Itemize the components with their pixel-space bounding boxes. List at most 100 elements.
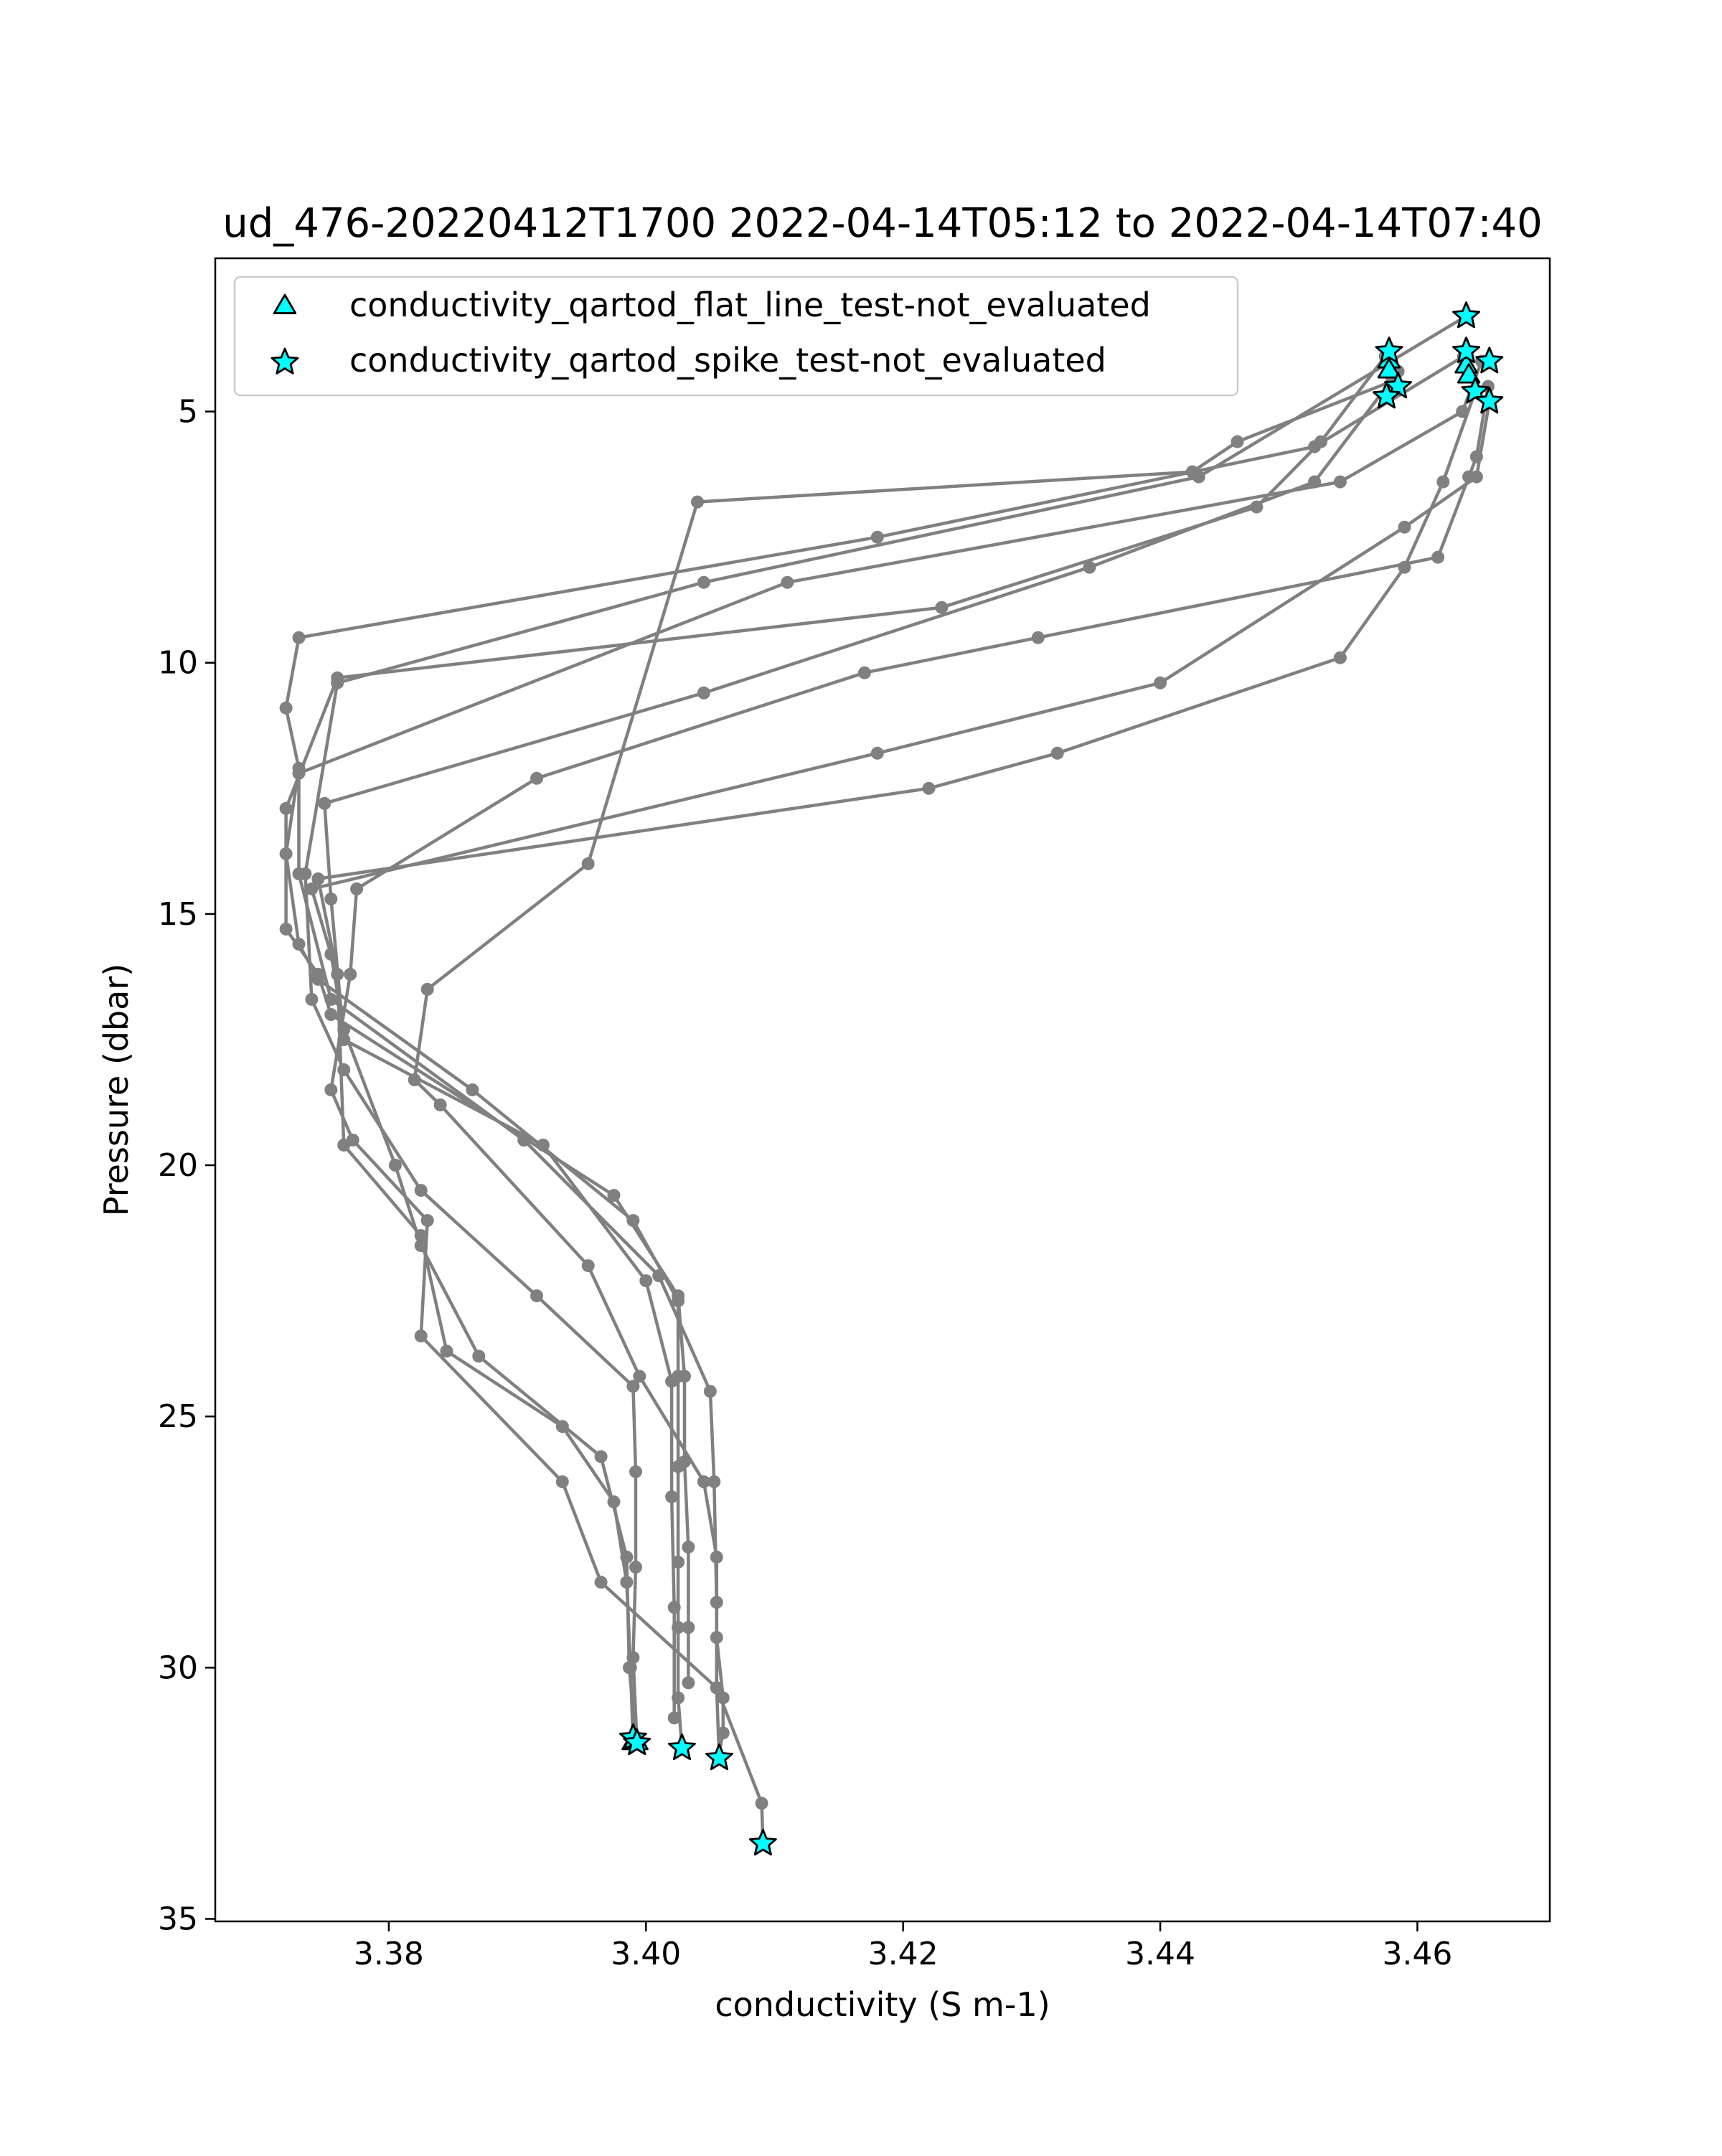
legend-star-marker [270, 347, 299, 375]
chart-title: ud_476-20220412T1700 2022-04-14T05:12 to… [222, 200, 1543, 247]
profile-3-point-12 [667, 1601, 681, 1614]
profile-9-point-14 [716, 1691, 730, 1705]
profile-2-point-12 [710, 1596, 723, 1609]
profile-9-point-15 [716, 1726, 730, 1740]
flag-star-marker-6 [1373, 382, 1401, 409]
flag-markers [618, 301, 1504, 1856]
profile-7-point-9 [530, 1289, 543, 1303]
profile-3-point-8 [536, 1139, 550, 1152]
profile-8-point-8 [350, 882, 364, 895]
profile-7-point-6 [305, 992, 319, 1006]
profile-7-point-5 [298, 867, 312, 880]
profile-line-1 [284, 354, 1465, 1748]
profile-3-point-10 [665, 1375, 679, 1388]
profile-8-point-6 [857, 666, 871, 679]
profile-8-point-7 [530, 771, 543, 785]
profile-4-point-10 [607, 1189, 621, 1202]
profile-3-point-13 [667, 1711, 681, 1725]
profile-1-point-16 [672, 1621, 685, 1634]
profile-8-point-5 [1031, 631, 1045, 644]
profile-4-point-13 [678, 1455, 691, 1469]
profile-9-point-10 [633, 1370, 646, 1383]
profile-2-point-7 [324, 992, 338, 1006]
profile-3-point-7 [337, 1033, 351, 1046]
legend: conductivity_qartod_flat_line_test-not_e… [233, 276, 1239, 397]
profile-2-point-10 [703, 1385, 717, 1398]
flag-star-marker-1 [1452, 301, 1481, 329]
plot-frame [214, 257, 1551, 1923]
profile-3-point-11 [665, 1490, 679, 1504]
profile-7-point-11 [629, 1465, 642, 1479]
flag-triangle-marker-4 [1457, 363, 1481, 384]
profile-1-point-7 [279, 847, 293, 860]
profile-4-point-12 [678, 1370, 691, 1383]
profile-1-point-17 [672, 1691, 685, 1705]
y-axis: 5 10 15 20 25 30 35 [158, 394, 215, 1937]
profile-4-point-8 [311, 967, 325, 981]
x-axis: 3.38 3.40 3.42 3.44 3.46 [354, 1921, 1452, 1972]
profile-4-point-6 [279, 801, 293, 815]
profile-7-point-7 [337, 1063, 351, 1076]
flag-star-marker-3 [1452, 336, 1481, 364]
profile-1-point-10 [466, 1083, 479, 1096]
profile-line-9 [413, 380, 1393, 1759]
profile-6-point-11 [472, 1350, 486, 1363]
profile-4-point-3 [1250, 500, 1264, 514]
profile-4-point-7 [279, 922, 293, 936]
profile-4-point-4 [935, 601, 949, 614]
profile-8-point-13 [414, 1329, 428, 1343]
plot-area [215, 258, 1550, 1921]
profile-7-point-3 [697, 575, 710, 589]
y-tick-label: 5 [178, 394, 198, 430]
x-tick-label: 3.42 [868, 1936, 938, 1972]
profile-2-point-4 [781, 575, 794, 589]
profile-8-point-17 [755, 1797, 768, 1810]
profile-6-point-12 [594, 1450, 608, 1464]
profile-9-point-13 [710, 1631, 723, 1644]
profile-9-point-9 [581, 1259, 595, 1273]
profile-6-point-9 [388, 1159, 402, 1172]
x-tick-label: 3.40 [611, 1936, 681, 1972]
legend-triangle-marker [273, 293, 297, 314]
flag-star-marker-10 [623, 1728, 651, 1756]
profile-9-point-5 [581, 857, 595, 870]
profile-1-point-4 [292, 631, 306, 644]
profile-2-point-9 [652, 1269, 666, 1283]
profile-4-point-2 [1314, 435, 1327, 448]
legend-star-icon [270, 347, 299, 375]
profile-2-point-8 [517, 1134, 531, 1147]
profile-9-point-12 [710, 1550, 723, 1564]
profile-3-point-2 [1308, 475, 1322, 489]
y-tick-label: 30 [158, 1649, 198, 1686]
profile-5-point-5 [1050, 746, 1064, 760]
y-tick-label: 35 [158, 1901, 198, 1937]
profile-9-point-4 [691, 495, 704, 509]
profile-6-point-13 [620, 1550, 634, 1564]
profile-6-point-3 [1398, 520, 1411, 534]
profile-9-point-11 [697, 1475, 710, 1489]
profile-8-point-14 [555, 1475, 569, 1489]
profile-2-point-5 [292, 766, 306, 780]
legend-label-flat-line: conductivity_qartod_flat_line_test-not_e… [349, 286, 1151, 324]
profile-8-point-10 [324, 1083, 338, 1096]
profile-5-point-8 [331, 967, 344, 981]
profile-line-7 [304, 314, 1467, 1743]
profile-5-point-10 [414, 1229, 428, 1243]
profile-4-point-16 [682, 1676, 695, 1690]
profile-3-point-6 [324, 892, 338, 905]
profile-9-point-6 [420, 982, 434, 996]
profile-9-point-7 [408, 1073, 421, 1086]
profile-2-point-11 [707, 1475, 721, 1489]
flag-triangle-marker-2 [1377, 358, 1401, 379]
y-tick-label: 25 [158, 1398, 198, 1435]
profile-7-point-13 [626, 1651, 640, 1665]
profile-6-point-7 [324, 947, 338, 961]
profile-1-point-15 [672, 1555, 685, 1569]
y-tick-label: 10 [158, 645, 198, 682]
profile-8-point-12 [420, 1214, 434, 1228]
flag-star-marker-11 [668, 1733, 696, 1761]
profile-5-point-11 [440, 1345, 453, 1358]
profile-8-point-9 [344, 967, 357, 981]
profile-1-point-5 [279, 701, 293, 715]
